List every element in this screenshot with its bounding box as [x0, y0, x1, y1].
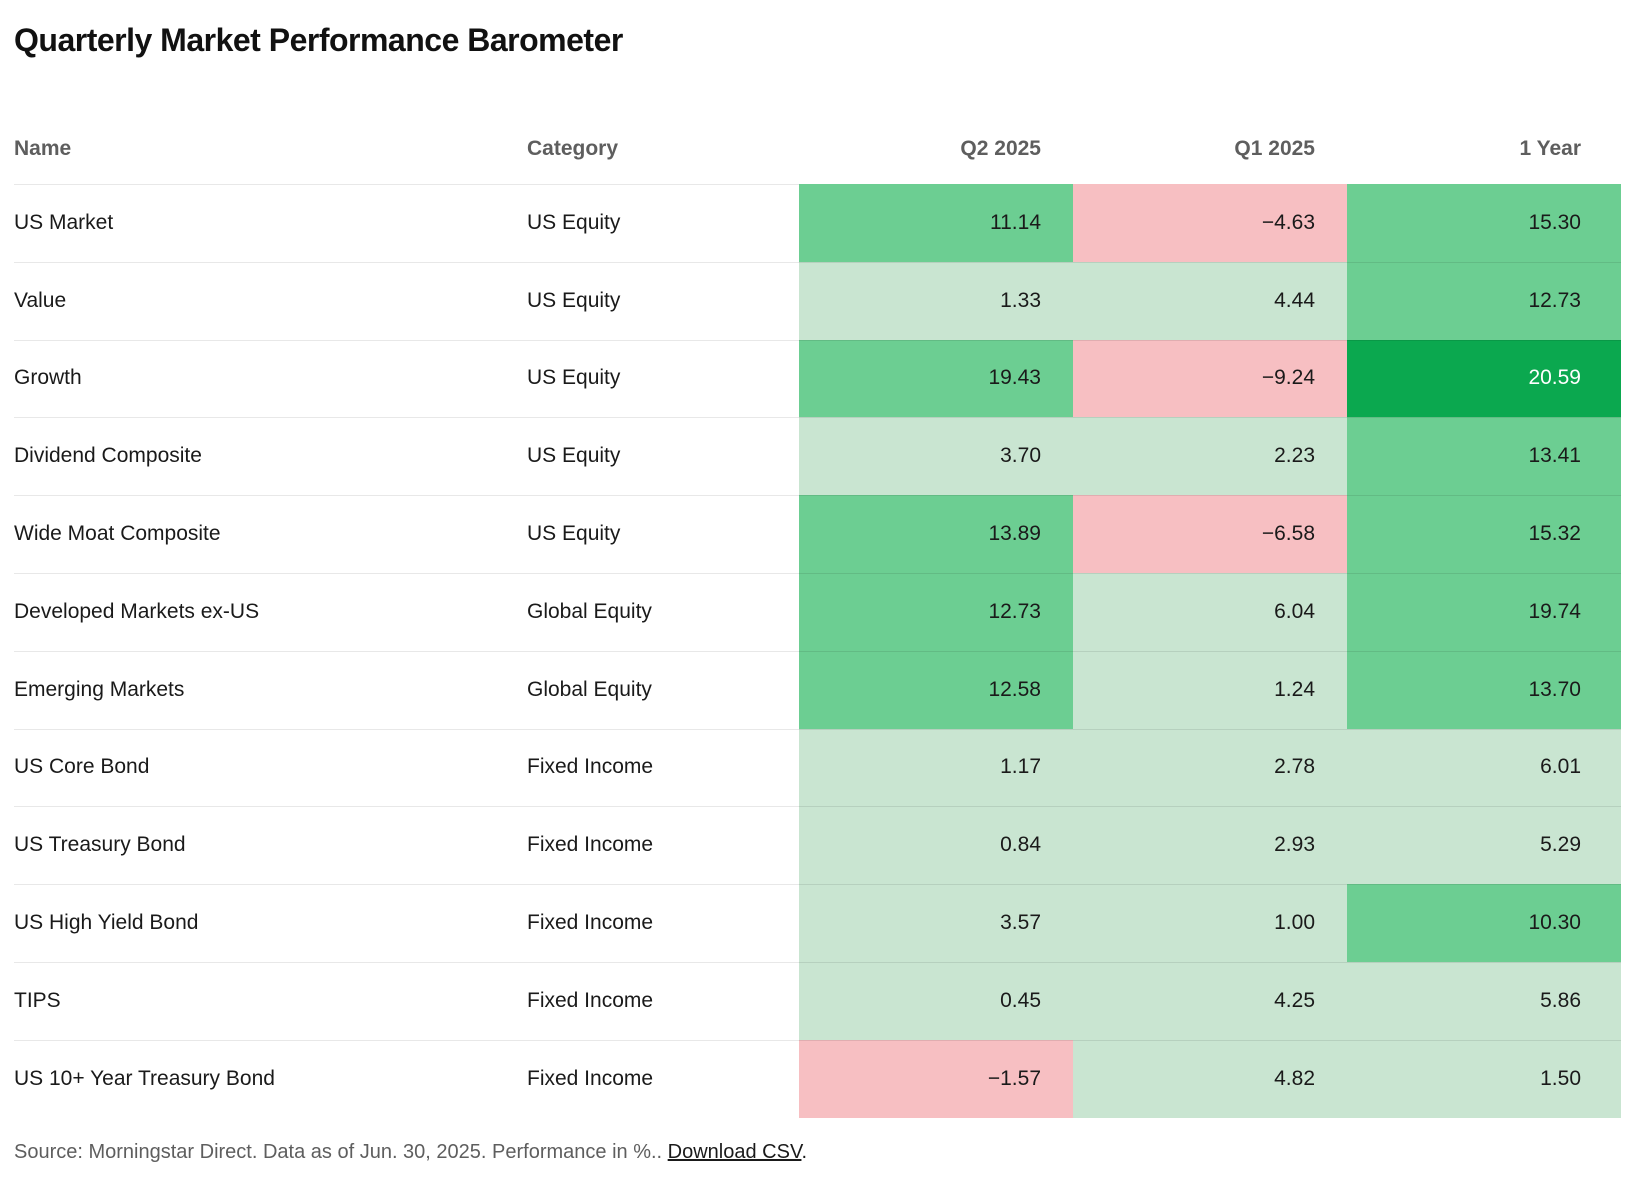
column-header-name: Name: [14, 137, 72, 160]
value-cell-q1-2025: 2.78: [1073, 728, 1347, 807]
value-cell-q1-2025: −9.24: [1073, 339, 1347, 418]
row-category: US Equity: [527, 288, 621, 312]
value-cell-q2-2025: 0.84: [799, 806, 1073, 885]
table-row: US Core Bond Fixed Income 1.17 2.78 6.01: [14, 728, 1621, 807]
table-row: Dividend Composite US Equity 3.70 2.23 1…: [14, 417, 1621, 496]
row-category: Global Equity: [527, 677, 652, 701]
row-name: TIPS: [14, 988, 61, 1012]
row-category: Fixed Income: [527, 1066, 654, 1090]
value-cell-q1-2025: −4.63: [1073, 184, 1347, 262]
value-cell-q1-2025: 2.23: [1073, 417, 1347, 496]
column-header-q1-2025: Q1 2025: [1234, 137, 1315, 160]
row-name: US 10+ Year Treasury Bond: [14, 1066, 275, 1090]
value-cell-1-year: 13.41: [1347, 417, 1621, 496]
row-category: Fixed Income: [527, 988, 654, 1012]
value-cell-q2-2025: 3.70: [799, 417, 1073, 496]
value-cell-1-year: 20.59: [1347, 339, 1621, 418]
value-cell-1-year: 12.73: [1347, 261, 1621, 340]
column-header-category: Category: [527, 137, 619, 160]
value-cell-q2-2025: 1.17: [799, 728, 1073, 807]
row-category: US Equity: [527, 444, 621, 468]
column-header-1-year: 1 Year: [1519, 137, 1581, 160]
value-cell-q1-2025: 2.93: [1073, 806, 1347, 885]
value-cell-q2-2025: 13.89: [799, 495, 1073, 573]
row-category: Fixed Income: [527, 833, 654, 857]
source-note: Source: Morningstar Direct. Data as of J…: [14, 1139, 1635, 1165]
value-cell-1-year: 15.32: [1347, 495, 1621, 573]
value-cell-q1-2025: 6.04: [1073, 572, 1347, 651]
row-name: Value: [14, 288, 67, 312]
row-name: Dividend Composite: [14, 444, 202, 468]
row-category: Fixed Income: [527, 911, 654, 935]
table-row: US 10+ Year Treasury Bond Fixed Income −…: [14, 1039, 1621, 1118]
table-row: Developed Markets ex-US Global Equity 12…: [14, 572, 1621, 651]
value-cell-q2-2025: 12.58: [799, 650, 1073, 729]
value-cell-1-year: 19.74: [1347, 572, 1621, 651]
table-row: TIPS Fixed Income 0.45 4.25 5.86: [14, 961, 1621, 1040]
value-cell-q1-2025: 4.82: [1073, 1039, 1347, 1118]
row-name: US High Yield Bond: [14, 911, 199, 935]
value-cell-1-year: 1.50: [1347, 1039, 1621, 1118]
value-cell-q2-2025: 0.45: [799, 961, 1073, 1040]
value-cell-1-year: 6.01: [1347, 728, 1621, 807]
row-name: Developed Markets ex-US: [14, 599, 260, 623]
row-category: Global Equity: [527, 599, 652, 623]
row-name: Wide Moat Composite: [14, 522, 221, 546]
value-cell-q2-2025: −1.57: [799, 1039, 1073, 1118]
table-row: Growth US Equity 19.43 −9.24 20.59: [14, 339, 1621, 418]
value-cell-q1-2025: 1.24: [1073, 650, 1347, 729]
value-cell-q1-2025: −6.58: [1073, 495, 1347, 573]
source-note-period: .: [801, 1140, 808, 1163]
page-title: Quarterly Market Performance Barometer: [14, 22, 623, 58]
value-cell-q2-2025: 12.73: [799, 572, 1073, 651]
row-name: Growth: [14, 366, 82, 390]
source-text: Source: Morningstar Direct. Data as of J…: [14, 1140, 668, 1163]
table-row: US High Yield Bond Fixed Income 3.57 1.0…: [14, 884, 1621, 962]
row-category: US Equity: [527, 210, 621, 234]
table-header-row: Name Category Q2 2025 Q1 2025 1 Year: [14, 137, 1621, 184]
row-category: US Equity: [527, 366, 621, 390]
table-row: US Market US Equity 11.14 −4.63 15.30: [14, 184, 1621, 262]
column-header-q2-2025: Q2 2025: [960, 137, 1041, 160]
value-cell-1-year: 10.30: [1347, 884, 1621, 962]
value-cell-q2-2025: 3.57: [799, 884, 1073, 962]
value-cell-1-year: 5.86: [1347, 961, 1621, 1040]
row-name: US Market: [14, 210, 114, 234]
value-cell-q1-2025: 4.44: [1073, 261, 1347, 340]
value-cell-q1-2025: 1.00: [1073, 884, 1347, 962]
value-cell-1-year: 13.70: [1347, 650, 1621, 729]
table-row: Value US Equity 1.33 4.44 12.73: [14, 261, 1621, 340]
row-category: Fixed Income: [527, 755, 654, 779]
value-cell-q2-2025: 19.43: [799, 339, 1073, 418]
table-row: Emerging Markets Global Equity 12.58 1.2…: [14, 650, 1621, 729]
row-category: US Equity: [527, 522, 621, 546]
value-cell-q2-2025: 1.33: [799, 261, 1073, 340]
value-cell-1-year: 5.29: [1347, 806, 1621, 885]
table-row: US Treasury Bond Fixed Income 0.84 2.93 …: [14, 806, 1621, 885]
value-cell-q2-2025: 11.14: [799, 184, 1073, 262]
value-cell-1-year: 15.30: [1347, 184, 1621, 262]
row-name: Emerging Markets: [14, 677, 185, 701]
page: Quarterly Market Performance Barometer N…: [0, 20, 1635, 1165]
value-cell-q1-2025: 4.25: [1073, 961, 1347, 1040]
row-name: US Treasury Bond: [14, 833, 186, 857]
table-row: Wide Moat Composite US Equity 13.89 −6.5…: [14, 495, 1621, 573]
row-name: US Core Bond: [14, 755, 150, 779]
table-body: US Market US Equity 11.14 −4.63 15.30 Va…: [14, 184, 1635, 1118]
download-csv-link[interactable]: Download CSV: [667, 1140, 802, 1163]
